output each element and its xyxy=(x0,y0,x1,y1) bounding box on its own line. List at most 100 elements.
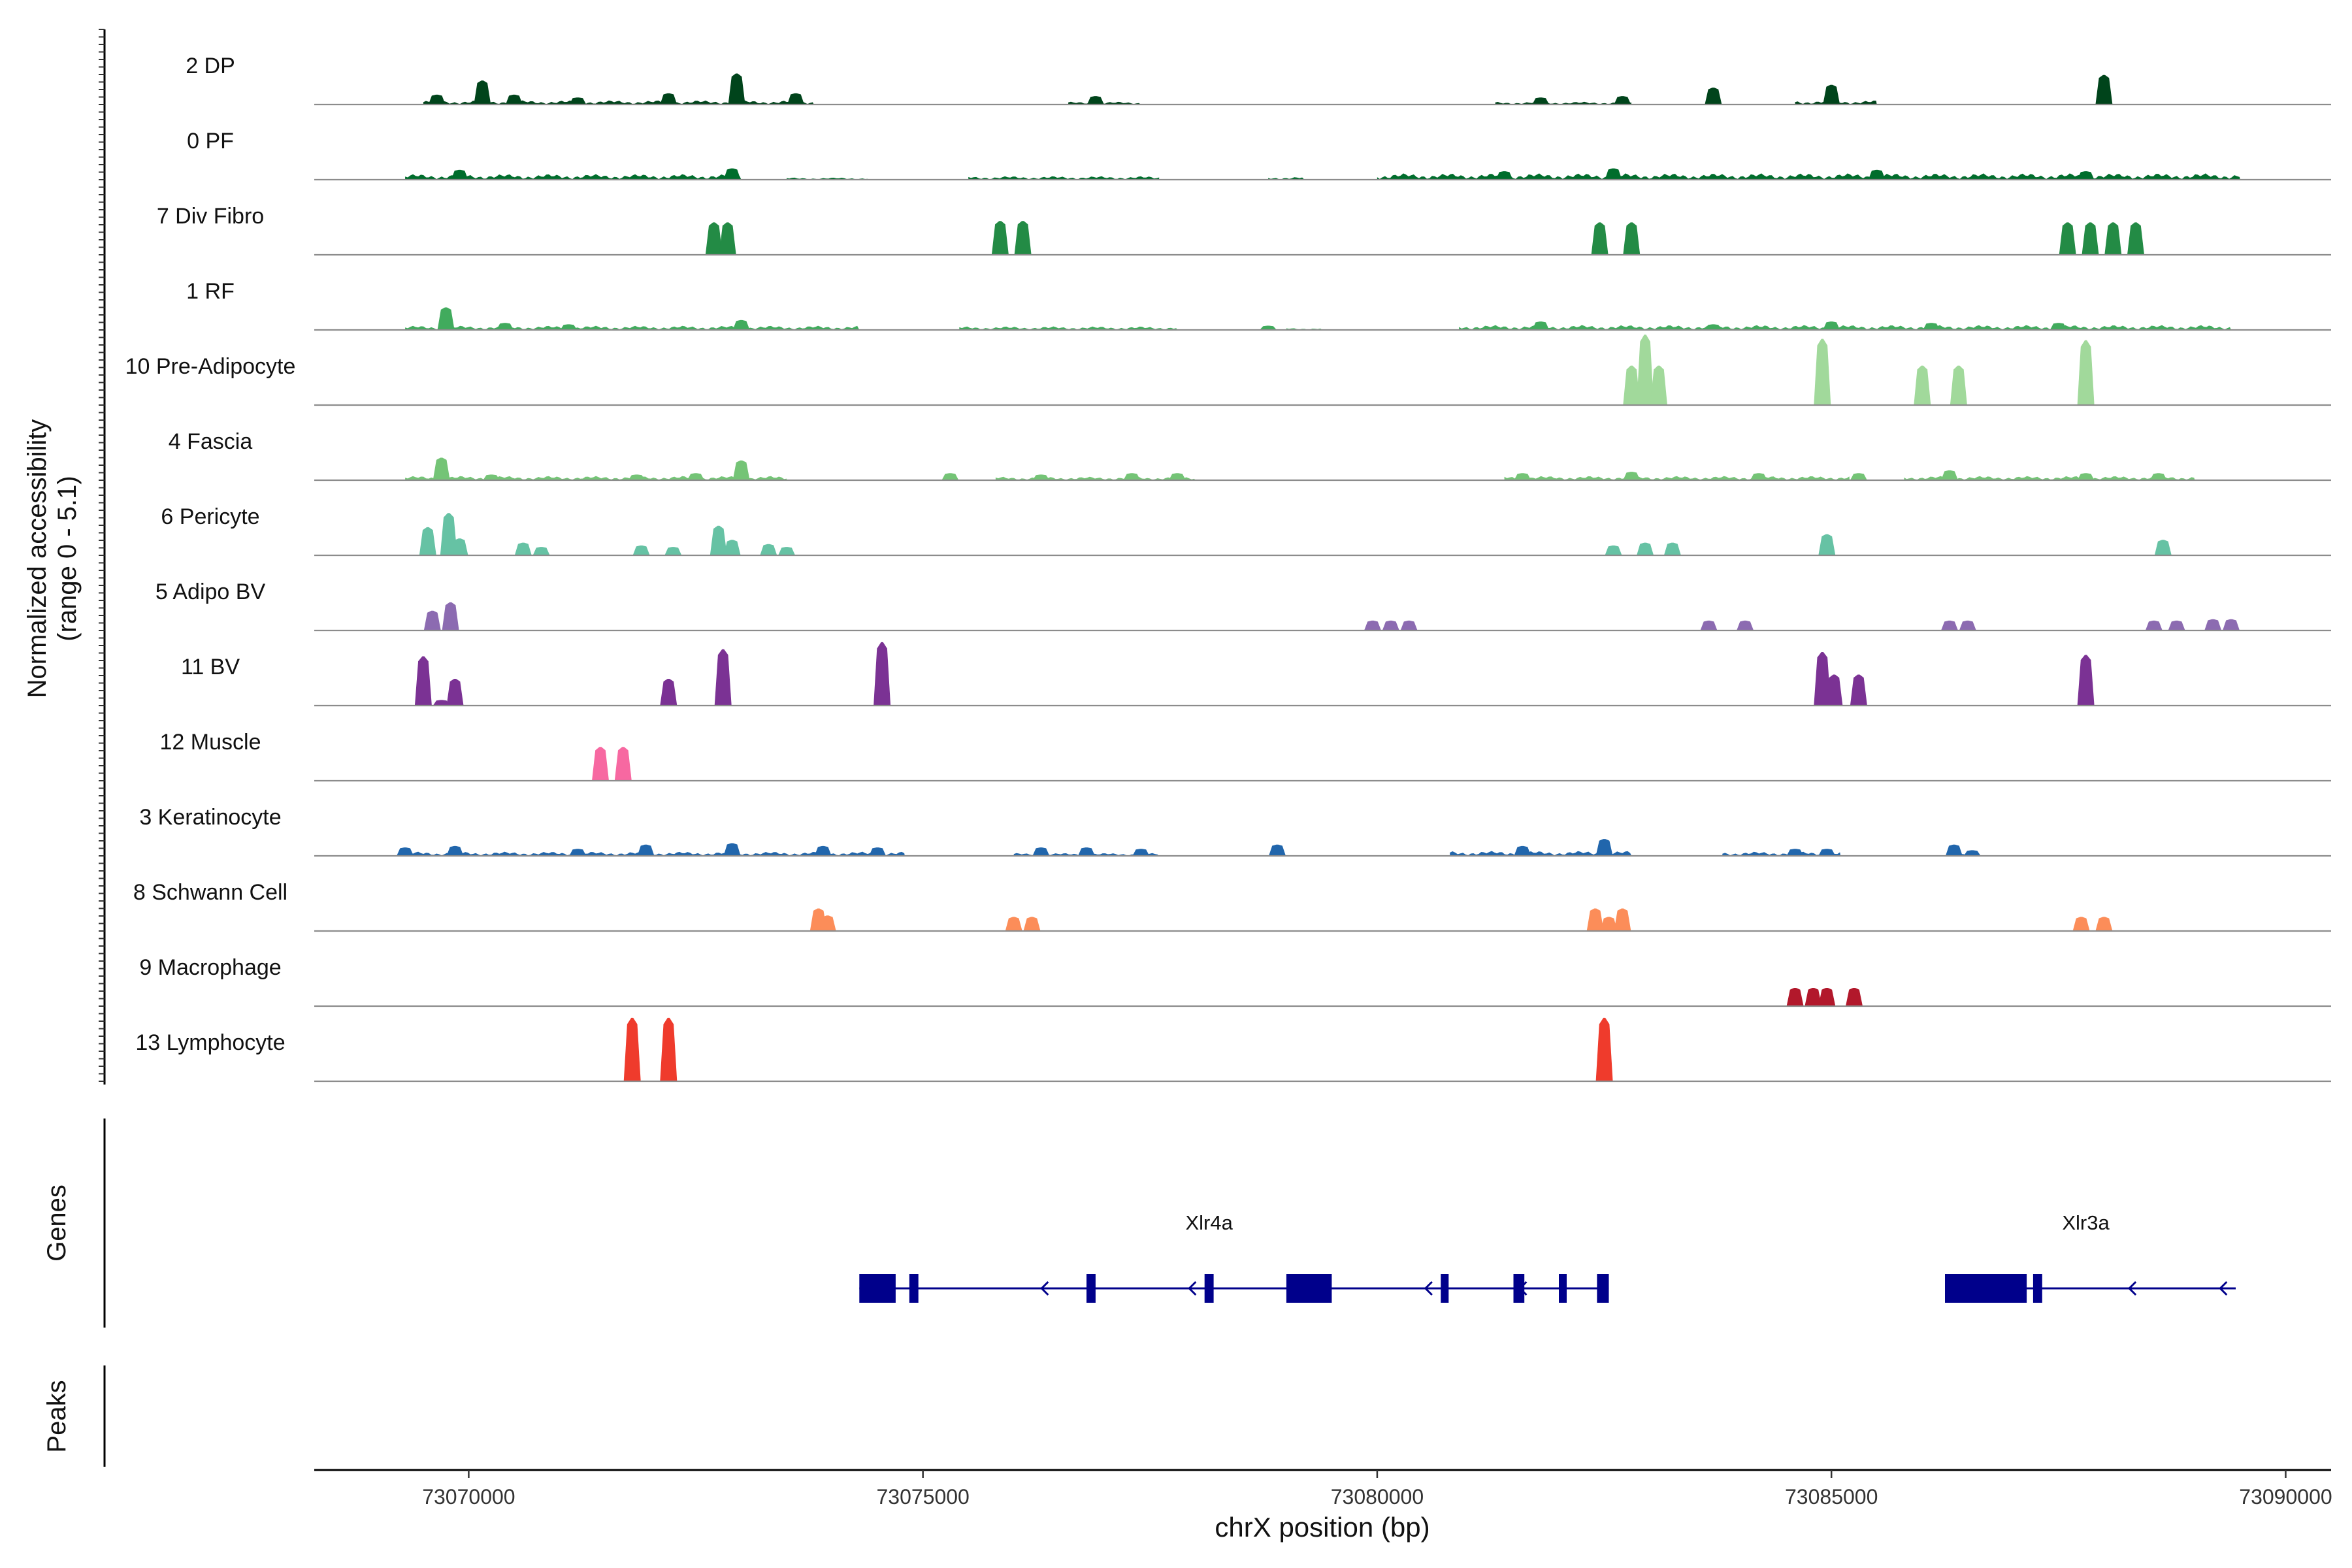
track-4-fascia-peak xyxy=(1514,473,1531,480)
track-label: 4 Fascia xyxy=(169,429,253,454)
track-1-rf-peak xyxy=(732,319,750,330)
track-label: 10 Pre-Adipocyte xyxy=(125,354,296,379)
track-10-pre-adipocyte: 10 Pre-Adipocyte xyxy=(125,335,2331,406)
track-1-rf-peak xyxy=(1260,325,1277,330)
track-6-pericyte-peak xyxy=(1663,542,1681,555)
track-5-adipo-bv-peak xyxy=(2223,619,2240,630)
track-7-div-fibro-peak xyxy=(991,221,1009,255)
track-2-dp-peak xyxy=(1705,88,1722,105)
gene-exon xyxy=(1286,1274,1332,1303)
track-2-dp-peak xyxy=(1532,97,1550,105)
track-label: 3 Keratinocyte xyxy=(139,805,281,830)
x-axis: 73070000 73075000 73080000 73085000 73090000… xyxy=(314,1469,2332,1543)
gene-exon xyxy=(1441,1274,1449,1303)
track-9-macrophage-peak xyxy=(1805,988,1822,1006)
track-12-muscle-peak xyxy=(614,747,632,781)
track-13-lymphocyte-peak xyxy=(1595,1017,1613,1081)
track-6-pericyte-peak xyxy=(451,538,468,555)
track-4-fascia-peak xyxy=(628,474,645,480)
track-11-bv-peak xyxy=(874,642,891,706)
coverage-tracks: 2 DP 0 PF 7 Div Fibro 1 RF 10 Pre-Adipocyte 4… xyxy=(125,54,2331,1083)
track-3-keratinocyte-peak xyxy=(869,847,887,856)
track-3-keratinocyte-background xyxy=(1722,851,1841,856)
track-10-pre-adipocyte-peak xyxy=(1950,365,1967,405)
track-6-pericyte-peak xyxy=(514,542,532,555)
strand-arrow xyxy=(1188,1281,1197,1296)
track-label: 12 Muscle xyxy=(160,730,261,755)
track-3-keratinocyte-peak xyxy=(1269,844,1286,856)
track-5-adipo-bv-peak xyxy=(423,610,441,630)
track-0-pf-peak xyxy=(1868,169,1886,180)
gene-exon xyxy=(1597,1274,1609,1303)
track-13-lymphocyte: 13 Lymphocyte xyxy=(135,1017,2331,1083)
track-2-dp-peak xyxy=(2095,74,2113,105)
track-4-fascia-peak xyxy=(2077,473,2095,480)
track-4-fascia-peak xyxy=(732,460,750,480)
gene-exon xyxy=(1086,1274,1096,1303)
track-3-keratinocyte-peak xyxy=(1945,844,1963,856)
track-5-adipo-bv-peak xyxy=(1700,620,1718,630)
track-7-div-fibro: 7 Div Fibro xyxy=(157,204,2331,256)
track-4-fascia-peak xyxy=(2149,473,2167,480)
track-6-pericyte-peak xyxy=(778,547,796,555)
track-4-fascia-background xyxy=(1904,476,2195,480)
strand-arrow xyxy=(1424,1281,1433,1296)
track-9-macrophage-peak xyxy=(1818,988,1836,1006)
track-3-keratinocyte-peak xyxy=(569,849,587,856)
track-7-div-fibro-peak xyxy=(2082,222,2099,255)
track-label: 7 Div Fibro xyxy=(157,204,264,229)
track-2-dp-peak xyxy=(474,80,491,105)
track-3-keratinocyte-peak xyxy=(1514,845,1531,856)
strand-arrow xyxy=(2219,1281,2228,1296)
track-13-lymphocyte-peak xyxy=(660,1017,678,1081)
track-6-pericyte-peak xyxy=(532,547,550,555)
track-4-fascia-peak xyxy=(1623,472,1641,480)
track-5-adipo-bv-peak xyxy=(2168,620,2185,630)
genes-panel: Genes Xlr4a Xlr3a xyxy=(42,1119,2236,1328)
track-3-keratinocyte-peak xyxy=(1132,849,1150,856)
track-1-rf: 1 RF xyxy=(186,279,2331,331)
track-3-keratinocyte-peak xyxy=(1963,850,1981,856)
gene-models: Xlr4a Xlr3a xyxy=(859,1211,2236,1303)
track-7-div-fibro-peak xyxy=(1591,222,1609,255)
track-6-pericyte-peak xyxy=(664,547,682,555)
track-4-fascia-peak xyxy=(1941,470,1958,480)
track-10-pre-adipocyte-peak xyxy=(1623,365,1641,405)
track-5-adipo-bv-peak xyxy=(1737,620,1754,630)
track-label: 2 DP xyxy=(186,54,235,78)
track-11-bv-peak xyxy=(2077,655,2095,706)
peaks-panel: Peaks xyxy=(42,1365,106,1467)
track-1-rf-peak xyxy=(437,307,455,330)
x-tick-label: 73080000 xyxy=(1331,1485,1424,1509)
track-6-pericyte: 6 Pericyte xyxy=(161,504,2331,557)
track-12-muscle: 12 Muscle xyxy=(160,730,2331,782)
track-1-rf-peak xyxy=(1923,323,1940,330)
track-5-adipo-bv-peak xyxy=(2145,620,2163,630)
track-label: 8 Schwann Cell xyxy=(133,880,287,905)
track-6-pericyte-peak xyxy=(440,513,457,555)
y-axis-title-line2: (range 0 - 5.1) xyxy=(53,476,82,641)
y-axis-title: Normalized accessibility (range 0 - 5.1) xyxy=(23,419,82,698)
track-9-macrophage: 9 Macrophage xyxy=(139,955,2331,1007)
gene-exon xyxy=(1513,1274,1525,1303)
track-8-schwann-cell-peak xyxy=(1005,917,1022,931)
x-tick-label: 73075000 xyxy=(876,1485,969,1509)
track-2-dp-peak xyxy=(1086,96,1104,105)
track-3-keratinocyte-peak xyxy=(397,847,414,856)
track-6-pericyte-peak xyxy=(2154,540,2172,555)
track-2-dp: 2 DP xyxy=(186,54,2331,106)
track-4-fascia-peak xyxy=(483,474,500,480)
y-axis-ticks xyxy=(99,29,106,1085)
track-7-div-fibro-peak xyxy=(2127,222,2144,255)
track-label: 13 Lymphocyte xyxy=(135,1030,285,1055)
gene-exon xyxy=(1559,1274,1567,1303)
track-7-div-fibro-peak xyxy=(1014,221,1032,255)
track-8-schwann-cell-peak xyxy=(2095,917,2113,931)
track-11-bv-peak xyxy=(446,679,464,706)
track-3-keratinocyte-peak xyxy=(1032,847,1050,856)
track-8-schwann-cell-peak xyxy=(819,915,836,931)
gene-xlr3a: Xlr3a xyxy=(1945,1211,2236,1303)
track-11-bv-peak xyxy=(1814,652,1831,706)
track-3-keratinocyte-background xyxy=(405,851,905,856)
track-1-rf-background xyxy=(959,326,1177,330)
